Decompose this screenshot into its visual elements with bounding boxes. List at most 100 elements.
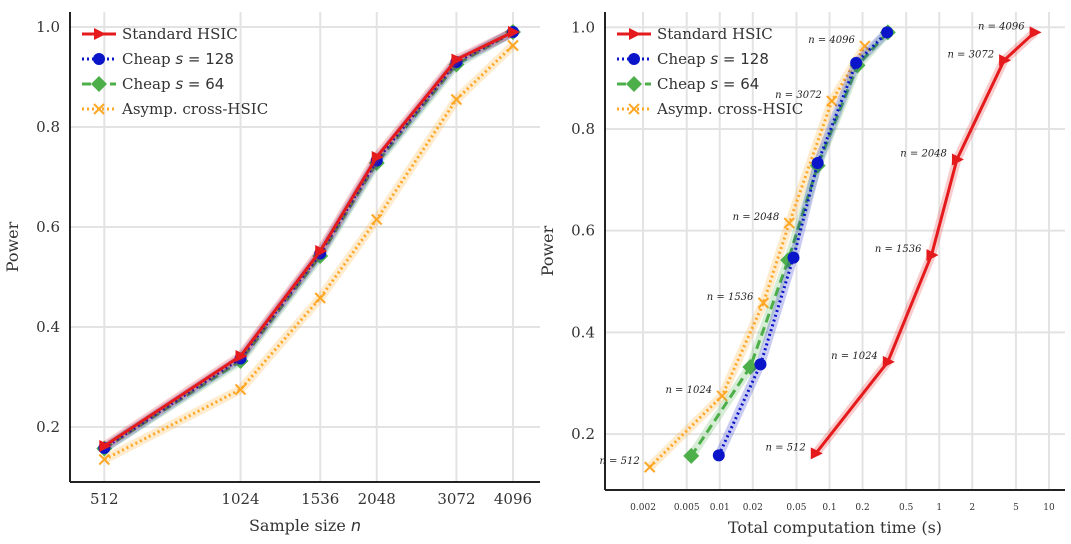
legend-label: Cheap s = 128	[122, 50, 234, 68]
y-tick-label: 1.0	[36, 18, 60, 36]
point-annotation: n = 3072	[947, 49, 994, 60]
legend-item-cheap-s-128: Cheap s = 128	[82, 50, 234, 68]
legend-item-asymp-cross-hsic: Asymp. cross-HSIC	[617, 100, 803, 118]
data-point	[999, 54, 1012, 67]
series-standard-hsic	[99, 26, 520, 452]
data-point	[1029, 26, 1042, 39]
data-point	[644, 461, 656, 473]
data-point	[783, 217, 795, 229]
data-point	[371, 213, 383, 226]
y-axis-title: Power	[538, 225, 557, 276]
legend-marker	[94, 28, 106, 40]
series-asymp-cross-hsic	[98, 39, 519, 466]
point-annotation: n = 1536	[875, 244, 922, 255]
legend-marker	[628, 53, 640, 65]
legend-marker	[629, 28, 641, 40]
series-line	[717, 31, 889, 457]
y-axis-title: Power	[3, 221, 22, 272]
series-line	[648, 45, 867, 469]
x-tick-label: 1536	[301, 490, 339, 508]
series-cheap-s-128	[712, 26, 894, 462]
series-line	[103, 30, 514, 450]
legend-item-standard-hsic: Standard HSIC	[82, 25, 238, 43]
panel-power-vs-sample-size: 512 1024 1536 2048 3072 4096 0.2 0.4 0.6 0.8 1.0 Sa…	[3, 12, 540, 535]
data-point	[98, 453, 111, 466]
x-tick-label: 1	[936, 503, 942, 513]
legend-item-standard-hsic: Standard HSIC	[617, 25, 773, 43]
x-tick-label: 2	[969, 503, 975, 513]
x-tick-label: 10	[1043, 503, 1055, 513]
y-tick-label: 0.8	[571, 120, 595, 138]
data-point	[754, 358, 767, 371]
data-point	[826, 95, 838, 107]
legend-marker	[91, 76, 107, 92]
x-tick-label: 0.2	[855, 503, 869, 513]
series-band	[102, 42, 517, 464]
y-tick-label: 0.8	[36, 118, 60, 136]
data-point	[234, 383, 247, 396]
data-point	[235, 350, 248, 362]
y-tick-label: 0.4	[36, 318, 60, 336]
x-tick-label: 0.002	[630, 503, 656, 513]
data-point	[315, 245, 328, 257]
data-point	[787, 251, 800, 264]
x-tick-label: 4096	[494, 490, 532, 508]
legend-label: Cheap s = 64	[122, 75, 224, 93]
point-annotation: n = 1024	[831, 351, 878, 362]
data-point	[811, 157, 824, 170]
panel-power-vs-computation-time: 0.002 0.005 0.01 0.02 0.05 0.1 0.2 0.5 1 2 5 10 0.2 0…	[538, 12, 1065, 537]
legend-label: Standard HSIC	[122, 25, 238, 43]
point-annotation: n = 512	[599, 456, 639, 467]
legend-item-cheap-s-64: Cheap s = 64	[617, 75, 759, 93]
data-point	[507, 39, 519, 52]
y-tick-label: 0.2	[571, 425, 595, 443]
data-point	[757, 297, 770, 309]
legend: Standard HSIC Cheap s = 128 Cheap s = 64 As…	[82, 25, 268, 118]
legend-label: Cheap s = 128	[657, 50, 769, 68]
data-point	[742, 358, 759, 375]
x-tick-label: 0.05	[786, 503, 806, 513]
x-tick-label: 0.005	[674, 503, 700, 513]
data-point	[712, 449, 725, 462]
series-line	[814, 31, 1036, 455]
data-point	[450, 93, 463, 106]
data-point	[99, 440, 112, 452]
series-band	[101, 27, 515, 450]
legend-item-cheap-s-64: Cheap s = 64	[82, 75, 224, 93]
data-point	[926, 249, 939, 262]
point-annotation: n = 4096	[808, 35, 855, 46]
data-point	[850, 56, 863, 69]
point-annotation: n = 2048	[900, 148, 947, 159]
data-point	[314, 292, 326, 304]
y-tick-label: 0.2	[36, 418, 60, 436]
y-tick-label: 0.6	[36, 218, 60, 236]
y-tick-label: 0.6	[571, 222, 595, 240]
data-point	[881, 26, 894, 39]
series-line	[103, 30, 514, 450]
point-annotation: n = 1024	[665, 385, 712, 396]
y-tick-label: 0.4	[571, 323, 595, 341]
x-tick-label: 0.02	[743, 503, 763, 513]
point-annotation: n = 512	[766, 442, 806, 453]
legend-label: Asymp. cross-HSIC	[121, 100, 268, 118]
legend-label: Asymp. cross-HSIC	[656, 100, 803, 118]
data-point	[882, 355, 895, 368]
data-point	[683, 447, 700, 464]
legend-label: Standard HSIC	[657, 25, 773, 43]
series-line	[690, 31, 889, 457]
point-annotation: n = 2048	[733, 212, 780, 223]
data-point	[507, 26, 520, 38]
x-tick-label: 0.01	[710, 503, 730, 513]
legend-marker	[626, 76, 642, 92]
point-annotation: n = 4096	[978, 21, 1025, 32]
series-line	[103, 30, 514, 448]
legend-item-cheap-s-128: Cheap s = 128	[617, 50, 769, 68]
point-annotation: n = 1536	[707, 292, 754, 303]
x-tick-label: 0.1	[822, 503, 836, 513]
x-axis-title: Sample size n	[249, 516, 361, 535]
data-point	[371, 151, 384, 163]
legend-marker	[93, 103, 105, 115]
data-point	[810, 447, 823, 460]
